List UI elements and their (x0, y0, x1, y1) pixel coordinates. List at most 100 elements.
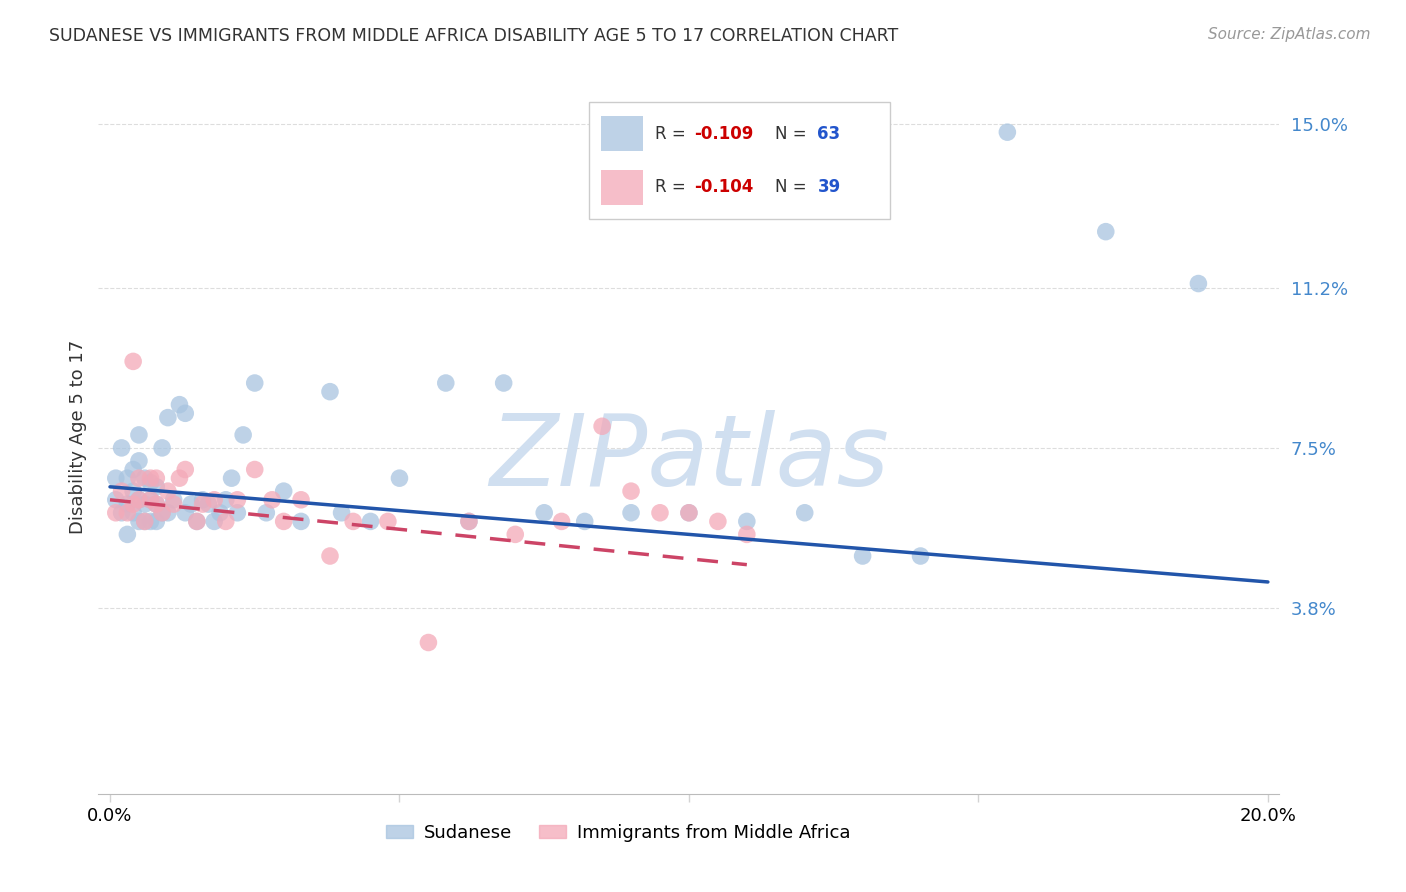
Point (342, 515, 364, 529)
Point (145, 471, 167, 485)
Point (117, 471, 139, 485)
Point (232, 428, 254, 442)
Point (388, 471, 411, 485)
Point (110, 506, 132, 520)
Point (273, 515, 295, 529)
Point (128, 492, 150, 507)
Point (1187, 277, 1209, 291)
Point (215, 492, 238, 507)
Point (122, 506, 145, 520)
Point (139, 475, 162, 490)
Point (620, 506, 643, 520)
Point (134, 515, 156, 529)
Point (150, 441, 173, 455)
Point (180, 497, 202, 511)
Point (852, 549, 875, 563)
Point (458, 515, 481, 529)
Point (735, 515, 758, 529)
Point (262, 492, 284, 507)
Point (117, 527, 139, 541)
Point (434, 376, 457, 390)
Point (122, 484, 145, 499)
Point (226, 506, 249, 520)
Point (156, 410, 179, 425)
Point (122, 497, 145, 511)
Point (533, 506, 555, 520)
Point (360, 515, 382, 529)
Point (122, 462, 145, 476)
Point (139, 515, 162, 529)
Point (156, 484, 179, 499)
Point (1094, 225, 1116, 239)
Point (273, 484, 295, 499)
Point (104, 506, 127, 520)
Point (319, 549, 342, 563)
Point (215, 515, 238, 529)
Point (110, 484, 132, 499)
Point (290, 515, 312, 529)
Point (174, 506, 197, 520)
Point (418, 635, 440, 649)
Point (156, 506, 179, 520)
Point (319, 384, 342, 399)
Point (139, 471, 162, 485)
Point (995, 125, 1018, 139)
Point (145, 515, 167, 529)
Point (243, 376, 266, 390)
Point (377, 515, 399, 529)
Point (128, 454, 150, 468)
Point (186, 515, 208, 529)
Point (910, 549, 932, 563)
Point (117, 497, 139, 511)
Legend: Sudanese, Immigrants from Middle Africa: Sudanese, Immigrants from Middle Africa (378, 817, 858, 849)
Text: SUDANESE VS IMMIGRANTS FROM MIDDLE AFRICA DISABILITY AGE 5 TO 17 CORRELATION CHA: SUDANESE VS IMMIGRANTS FROM MIDDLE AFRIC… (49, 27, 898, 45)
Point (145, 497, 167, 511)
Point (591, 419, 613, 434)
Point (793, 506, 815, 520)
Point (735, 527, 758, 541)
Point (290, 492, 312, 507)
Point (254, 506, 277, 520)
Point (145, 480, 167, 494)
Point (191, 492, 214, 507)
Point (134, 497, 156, 511)
Point (139, 492, 162, 507)
Point (174, 406, 197, 420)
Point (197, 497, 219, 511)
Point (186, 515, 208, 529)
Point (128, 428, 150, 442)
Point (330, 506, 353, 520)
Point (620, 484, 643, 499)
Point (169, 471, 191, 485)
Point (134, 515, 156, 529)
Point (128, 471, 150, 485)
Point (163, 497, 186, 511)
Text: ZIPatlas: ZIPatlas (489, 410, 889, 507)
Point (503, 527, 526, 541)
Point (221, 471, 243, 485)
Point (707, 515, 730, 529)
Y-axis label: Disability Age 5 to 17: Disability Age 5 to 17 (69, 340, 87, 534)
Point (574, 515, 596, 529)
Point (163, 492, 186, 507)
Point (226, 492, 249, 507)
Point (150, 506, 173, 520)
Point (174, 462, 197, 476)
Point (243, 462, 266, 476)
Point (202, 515, 225, 529)
Point (169, 398, 191, 412)
Point (678, 506, 700, 520)
Point (139, 492, 162, 507)
Point (191, 497, 214, 511)
Point (678, 506, 700, 520)
Text: Source: ZipAtlas.com: Source: ZipAtlas.com (1208, 27, 1371, 42)
Point (104, 471, 127, 485)
Point (202, 492, 225, 507)
Point (145, 497, 167, 511)
Point (648, 506, 671, 520)
Point (117, 506, 139, 520)
Point (492, 376, 515, 390)
Point (110, 441, 132, 455)
Point (128, 492, 150, 507)
Point (208, 506, 231, 520)
